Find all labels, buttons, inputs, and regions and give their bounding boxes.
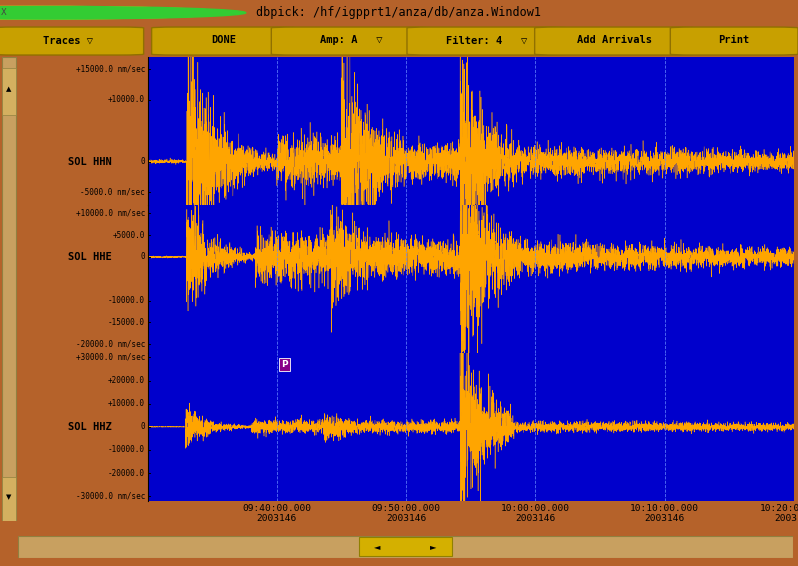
- FancyBboxPatch shape: [0, 27, 144, 55]
- Text: -10000.0: -10000.0: [108, 445, 145, 454]
- Text: ▲: ▲: [6, 86, 11, 92]
- Circle shape: [0, 6, 246, 19]
- Text: Filter: 4   ▽: Filter: 4 ▽: [446, 36, 527, 45]
- Bar: [2, 477, 16, 523]
- Text: -10000.0: -10000.0: [108, 296, 145, 305]
- Text: ▼: ▼: [6, 495, 11, 500]
- FancyBboxPatch shape: [152, 27, 295, 55]
- Text: -15000.0: -15000.0: [108, 318, 145, 327]
- Text: Print: Print: [718, 36, 750, 45]
- Text: +15000.0 nm/sec: +15000.0 nm/sec: [76, 65, 145, 74]
- FancyBboxPatch shape: [670, 27, 798, 55]
- Text: 09:50:00.000
2003146: 09:50:00.000 2003146: [372, 504, 440, 523]
- Text: 0: 0: [140, 252, 145, 261]
- Text: 10:00:00.000
2003146: 10:00:00.000 2003146: [501, 504, 570, 523]
- Text: Traces ▽: Traces ▽: [43, 36, 93, 45]
- Text: DONE: DONE: [211, 36, 236, 45]
- Text: Add Arrivals: Add Arrivals: [577, 36, 652, 45]
- Text: ◄: ◄: [374, 542, 381, 551]
- FancyBboxPatch shape: [271, 27, 431, 55]
- Bar: [2, 57, 16, 521]
- Text: -20000.0: -20000.0: [108, 469, 145, 478]
- Text: -30000.0 nm/sec: -30000.0 nm/sec: [76, 492, 145, 501]
- Text: 09:40:00.000
2003146: 09:40:00.000 2003146: [243, 504, 311, 523]
- Text: SOL HHZ: SOL HHZ: [69, 422, 112, 432]
- Text: +10000.0 nm/sec: +10000.0 nm/sec: [76, 209, 145, 218]
- Text: X: X: [1, 8, 7, 17]
- Bar: [359, 537, 452, 556]
- Text: SOL HHN: SOL HHN: [69, 157, 112, 166]
- Text: 10:20:00.000
2003146: 10:20:00.000 2003146: [760, 504, 798, 523]
- Text: -5000.0 nm/sec: -5000.0 nm/sec: [81, 188, 145, 197]
- Text: ►: ►: [430, 542, 437, 551]
- Text: 10:10:00.000
2003146: 10:10:00.000 2003146: [630, 504, 699, 523]
- Text: +30000.0 nm/sec: +30000.0 nm/sec: [76, 353, 145, 362]
- Text: SOL HHE: SOL HHE: [69, 252, 112, 262]
- Circle shape: [0, 6, 214, 19]
- Text: +5000.0: +5000.0: [113, 231, 145, 239]
- Text: 0: 0: [140, 157, 145, 166]
- Text: 0: 0: [140, 422, 145, 431]
- Text: -20000.0 nm/sec: -20000.0 nm/sec: [76, 340, 145, 349]
- Text: Amp: A   ▽: Amp: A ▽: [320, 36, 382, 45]
- Bar: [2, 68, 16, 114]
- Text: +10000.0: +10000.0: [108, 95, 145, 104]
- Text: dbpick: /hf/igpprt1/anza/db/anza.Window1: dbpick: /hf/igpprt1/anza/db/anza.Window1: [256, 6, 542, 19]
- FancyBboxPatch shape: [407, 27, 567, 55]
- FancyBboxPatch shape: [535, 27, 694, 55]
- Text: +20000.0: +20000.0: [108, 376, 145, 385]
- Text: P: P: [281, 360, 288, 369]
- Text: +10000.0: +10000.0: [108, 399, 145, 408]
- Circle shape: [0, 6, 230, 19]
